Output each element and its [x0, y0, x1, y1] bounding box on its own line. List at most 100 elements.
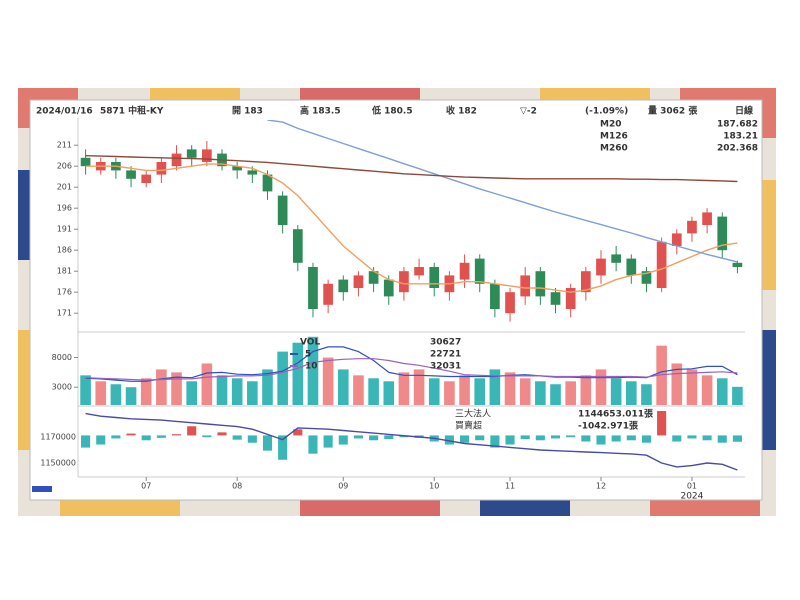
volume-bar	[186, 381, 197, 405]
net-bar	[323, 435, 333, 448]
net-bar	[369, 435, 379, 441]
candle-body	[671, 233, 682, 246]
header-text: 收 182	[446, 105, 477, 117]
inst-plot	[81, 411, 742, 471]
legend-name: M260	[600, 144, 628, 154]
legend-value: 1144653.011張	[578, 408, 654, 420]
legend-name: VOL	[300, 338, 320, 348]
net-bar	[217, 432, 227, 436]
volume-bar	[641, 384, 652, 405]
x-tick-label: 01	[687, 482, 697, 491]
candle-body	[565, 288, 576, 309]
legend-name: 買賣超	[455, 420, 482, 432]
candle-body	[429, 267, 440, 288]
volume-bar	[550, 384, 561, 405]
net-bar	[505, 435, 515, 445]
y-tick-label: 211	[57, 141, 72, 150]
net-bar	[581, 435, 591, 442]
volume-bar	[686, 369, 698, 405]
candle-body	[535, 271, 546, 297]
candle-body	[353, 275, 364, 288]
x-tick-label: 11	[505, 482, 515, 491]
candle-body	[156, 162, 167, 175]
year-label: 2024	[680, 492, 703, 502]
legend-value: 22721	[430, 350, 461, 360]
volume-bar	[201, 363, 213, 405]
net-bar	[171, 434, 182, 436]
candle-body	[141, 174, 152, 183]
volume-bar	[140, 378, 152, 405]
net-bar	[111, 435, 121, 439]
header-text: 量 3062 張	[648, 105, 698, 117]
volume-bar	[413, 369, 425, 405]
candle-body	[399, 271, 409, 293]
x-tick-label: 12	[596, 482, 606, 491]
y-tick-label: 191	[57, 225, 72, 234]
candle-body	[580, 271, 591, 293]
volume-bar	[80, 375, 91, 405]
candle-body	[520, 275, 531, 297]
candle-body	[383, 279, 394, 297]
net-bar	[460, 435, 470, 443]
volume-bar	[610, 378, 622, 405]
volume-bar	[95, 381, 107, 405]
y-tick-label: 206	[57, 162, 72, 171]
candle-body	[459, 262, 470, 280]
legend-name: M20	[600, 120, 621, 130]
volume-bar	[262, 369, 273, 405]
volume-bar	[398, 372, 410, 405]
volume-plot	[80, 336, 743, 405]
volume-bar	[110, 384, 122, 405]
candle-body	[202, 149, 212, 162]
net-bar	[353, 435, 363, 439]
volume-bar	[277, 351, 288, 405]
candle-body	[596, 258, 606, 276]
volume-bar	[322, 357, 334, 405]
net-bar	[187, 426, 197, 436]
y-tick-label: 201	[57, 183, 72, 192]
candle-body	[505, 292, 515, 314]
legend-name: 5	[305, 350, 311, 360]
volume-bar	[504, 372, 516, 405]
header-text: ▽-2	[520, 107, 537, 117]
volume-bar	[247, 381, 258, 405]
volume-bar	[383, 381, 395, 405]
net-bar	[247, 435, 257, 443]
volume-bar	[671, 363, 683, 405]
volume-bar	[626, 381, 637, 405]
panel-frame	[29, 99, 763, 501]
candle-body	[126, 170, 136, 179]
y-tick-label: 1150000	[40, 459, 76, 468]
net-bar	[535, 435, 545, 441]
x-tick-label: 10	[429, 482, 439, 491]
volume-bar	[535, 381, 546, 405]
header-text: 開 183	[232, 106, 263, 117]
volume-bar	[428, 378, 440, 405]
y-tick-label: 176	[57, 288, 72, 297]
header-text: 低 180.5	[371, 105, 413, 117]
scroll-handle[interactable]	[32, 486, 52, 492]
volume-ma-line	[85, 358, 738, 381]
candle-body	[717, 216, 728, 251]
volume-bar	[337, 369, 349, 405]
candle-body	[626, 258, 637, 276]
legend-value: 202.368	[717, 144, 758, 154]
candle-body	[338, 279, 349, 293]
candle-body	[232, 166, 243, 171]
volume-bar	[444, 381, 455, 405]
candle-body	[414, 267, 424, 276]
net-bar	[141, 435, 151, 441]
volume-bar	[171, 372, 182, 405]
net-bar	[657, 411, 667, 436]
net-bar	[717, 435, 727, 443]
header-text: (-1.09%)	[585, 107, 628, 117]
holdings-line	[85, 412, 738, 471]
legend-value: -1042.971張	[578, 420, 639, 432]
candle-body	[611, 254, 621, 263]
candle-body	[247, 170, 258, 175]
volume-bar	[565, 381, 576, 405]
candle-body	[474, 258, 485, 284]
volume-bar	[489, 369, 501, 405]
candle-body	[277, 195, 288, 225]
